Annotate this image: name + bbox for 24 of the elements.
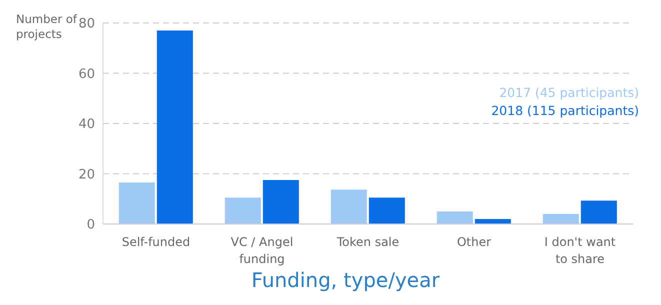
y-tick-label: 40 xyxy=(78,117,95,132)
x-tick-label: Self-funded xyxy=(122,235,190,249)
bar xyxy=(156,30,193,224)
bar xyxy=(262,180,299,224)
bar xyxy=(330,190,367,224)
y-tick-label: 80 xyxy=(78,16,95,32)
x-tick-label: Token sale xyxy=(336,235,400,249)
bar xyxy=(542,214,579,224)
x-tick-label: VC / Angel funding xyxy=(230,235,294,266)
x-axis-title: Funding, type/year xyxy=(250,268,441,292)
x-tick-label: I don't want to share xyxy=(544,235,616,266)
bar xyxy=(474,218,511,224)
y-tick-label: 0 xyxy=(86,218,95,233)
text: 2017 (45 participants) xyxy=(498,84,639,102)
bar xyxy=(118,182,155,224)
bar xyxy=(580,200,617,224)
bar xyxy=(368,198,405,224)
bar xyxy=(224,198,261,224)
x-tick-label: Other xyxy=(456,235,492,249)
text: 2018 (115 participants) xyxy=(491,102,639,120)
y-tick-label: 60 xyxy=(78,66,95,82)
y-axis-title: Number of projects xyxy=(16,12,78,42)
bar xyxy=(436,211,473,224)
y-tick-label: 20 xyxy=(78,167,95,182)
